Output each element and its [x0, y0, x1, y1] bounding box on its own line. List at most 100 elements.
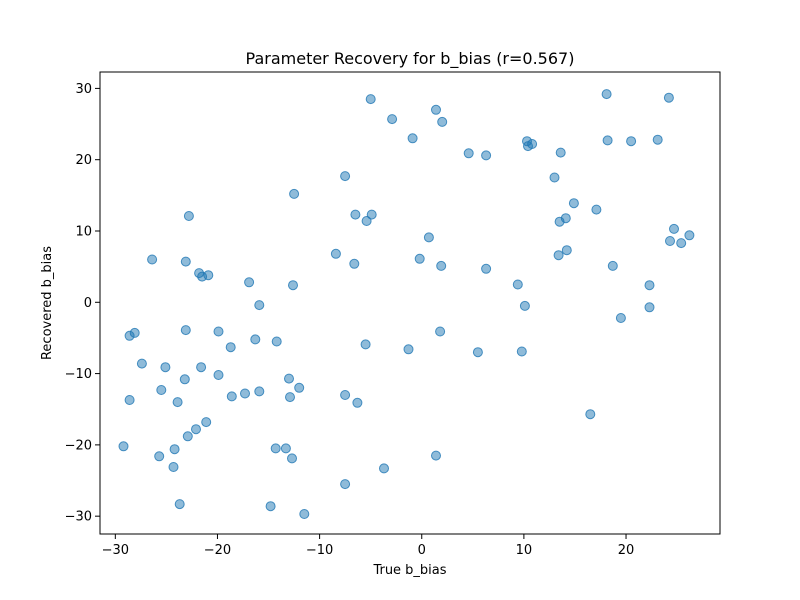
x-axis-ticks: −30 −20 −10 0 10 20	[102, 534, 635, 558]
data-point-54	[180, 325, 191, 336]
x-tick-label: −20	[204, 543, 231, 558]
data-point-64	[516, 346, 527, 357]
data-point-29	[665, 236, 675, 246]
data-point-81	[585, 409, 596, 420]
data-point-97	[299, 509, 310, 519]
y-tick-label: −30	[65, 510, 92, 525]
data-point-62	[403, 344, 414, 355]
y-tick-label: 20	[75, 153, 92, 168]
data-point-78	[172, 397, 183, 408]
data-point-87	[270, 443, 281, 454]
data-point-47	[512, 279, 523, 290]
data-point-49	[254, 300, 265, 311]
data-point-91	[168, 462, 179, 472]
data-point-90	[154, 451, 165, 462]
data-point-26	[560, 213, 571, 224]
data-point-9	[527, 139, 538, 149]
data-point-93	[379, 463, 389, 474]
data-point-44	[203, 270, 214, 281]
data-point-82	[201, 417, 212, 428]
plot-frame	[99, 71, 721, 535]
data-point-73	[240, 388, 250, 399]
data-point-0	[365, 94, 376, 105]
data-point-1	[431, 104, 441, 115]
data-point-17	[289, 188, 300, 199]
data-point-79	[340, 390, 351, 400]
data-point-61	[360, 339, 371, 350]
data-point-56	[250, 334, 261, 345]
data-point-83	[191, 424, 201, 435]
data-point-2	[387, 114, 398, 125]
data-point-12	[602, 135, 613, 146]
data-point-18	[549, 172, 560, 183]
x-tick-label: 20	[618, 543, 635, 558]
data-point-71	[156, 385, 167, 395]
data-point-55	[213, 326, 224, 337]
y-tick-label: 10	[75, 224, 92, 239]
data-point-89	[287, 453, 297, 464]
data-point-6	[481, 150, 492, 161]
data-point-30	[676, 238, 687, 249]
x-axis-label: True b_bias	[372, 563, 446, 578]
y-tick-label: 0	[84, 296, 92, 311]
data-point-39	[436, 260, 447, 271]
data-point-60	[225, 342, 236, 353]
data-point-10	[555, 147, 566, 158]
data-point-86	[169, 444, 180, 455]
data-point-68	[179, 374, 190, 385]
data-point-69	[213, 370, 224, 380]
data-point-41	[607, 260, 618, 271]
data-point-24	[361, 216, 372, 226]
data-point-94	[340, 479, 351, 490]
data-point-4	[407, 133, 418, 144]
data-point-5	[463, 148, 474, 159]
data-point-95	[174, 499, 185, 510]
data-point-96	[265, 501, 276, 512]
data-point-67	[196, 362, 207, 373]
data-point-58	[435, 326, 446, 337]
data-point-3	[437, 116, 448, 127]
data-point-31	[423, 232, 434, 243]
y-tick-label: −10	[65, 367, 92, 382]
data-point-23	[366, 209, 377, 220]
data-point-63	[472, 347, 483, 358]
x-tick-label: −30	[102, 543, 129, 558]
y-tick-label: −20	[65, 438, 92, 453]
data-point-53	[129, 327, 140, 338]
data-point-14	[652, 134, 663, 145]
x-tick-label: 0	[418, 543, 426, 558]
data-point-21	[183, 211, 194, 221]
y-tick-label: 30	[75, 82, 92, 97]
data-point-37	[349, 258, 360, 269]
data-point-48	[644, 280, 655, 291]
data-point-80	[352, 397, 363, 408]
data-point-34	[561, 245, 572, 256]
data-point-13	[626, 136, 637, 147]
data-point-27	[669, 223, 679, 234]
data-point-35	[147, 254, 158, 265]
data-point-51	[644, 302, 655, 313]
data-point-85	[118, 441, 129, 452]
data-point-72	[226, 391, 237, 402]
x-tick-label: 10	[516, 543, 533, 558]
data-point-11	[601, 89, 612, 100]
data-point-74	[254, 386, 265, 397]
y-axis-label: Recovered b_bias	[40, 246, 55, 360]
data-point-16	[340, 171, 351, 182]
data-point-59	[615, 313, 626, 323]
y-axis-ticks: −30 −20 −10 0 10 20 30	[65, 82, 100, 525]
data-point-65	[136, 358, 147, 369]
data-point-66	[160, 362, 171, 373]
data-point-84	[182, 431, 193, 442]
data-point-20	[591, 204, 602, 215]
points-group	[118, 89, 695, 519]
data-point-40	[481, 263, 492, 274]
chart-title: Parameter Recovery for b_bias (r=0.567)	[246, 49, 575, 69]
data-point-38	[414, 253, 425, 264]
data-point-76	[285, 392, 295, 403]
data-point-22	[350, 209, 361, 220]
x-tick-label: −10	[306, 543, 333, 558]
data-point-33	[553, 250, 564, 261]
data-point-15	[663, 92, 674, 103]
